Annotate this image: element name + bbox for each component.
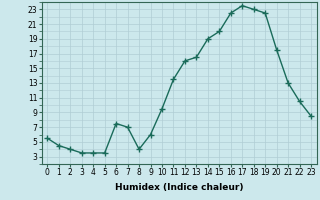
X-axis label: Humidex (Indice chaleur): Humidex (Indice chaleur) (115, 183, 244, 192)
